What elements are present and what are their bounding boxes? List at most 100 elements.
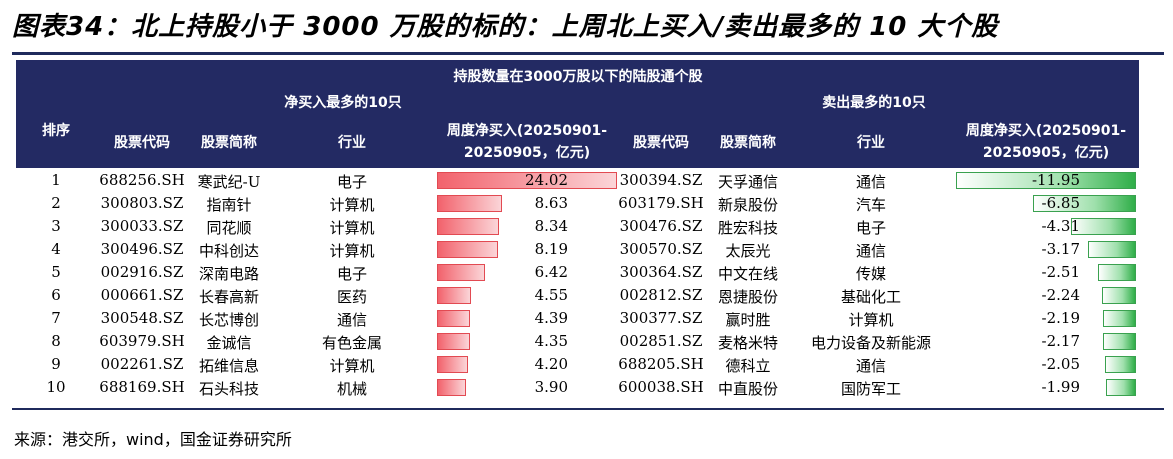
buy-name-cell: 石头科技 [198, 380, 260, 398]
buy-value-cell: 6.42 [534, 263, 568, 281]
sell-code-cell: 002812.SZ [619, 286, 703, 304]
sell-value-cell: -1.99 [1041, 378, 1080, 396]
sell-value-cell: -2.17 [1041, 332, 1080, 350]
buy-industry-cell: 计算机 [329, 242, 375, 260]
buy-code-cell: 688256.SH [99, 171, 185, 189]
sell-name-cell: 赢时胜 [725, 311, 771, 329]
buy-industry-cell: 电子 [336, 173, 368, 191]
header-buy-weekly: 周度净买入(20250901- 20250905，亿元) [446, 123, 608, 161]
sell-value-bar [1088, 241, 1136, 258]
sell-name-cell: 德科立 [725, 357, 771, 375]
sell-value-bar [1071, 218, 1136, 235]
header-sell-weekly: 周度净买入(20250901- 20250905，亿元) [965, 123, 1127, 161]
sell-code-cell: 300377.SZ [619, 309, 703, 327]
table-row: 3 300033.SZ 同花顺 计算机 8.34 300476.SZ 胜宏科技 电子 -4.31 [16, 215, 1139, 238]
buy-code-cell: 300548.SZ [100, 309, 184, 327]
sell-name-cell: 新泉股份 [717, 196, 779, 214]
sell-value-bar [1033, 195, 1136, 212]
sell-industry-cell: 通信 [855, 242, 887, 260]
sell-value-bar [1106, 379, 1136, 396]
sell-industry-cell: 国防军工 [840, 380, 902, 398]
header-buy-industry: 行业 [338, 135, 366, 151]
rank-cell: 2 [51, 194, 61, 212]
buy-industry-cell: 计算机 [329, 357, 375, 375]
buy-name-cell: 长春高新 [198, 288, 260, 306]
sell-code-cell: 300364.SZ [619, 263, 703, 281]
buy-value-bar [437, 333, 470, 350]
sell-value-cell: -2.05 [1041, 355, 1080, 373]
sell-value-bar [1102, 287, 1136, 304]
buy-code-cell: 603979.SH [99, 332, 185, 350]
sell-industry-cell: 通信 [855, 357, 887, 375]
sell-name-cell: 中文在线 [717, 265, 779, 283]
buy-value-bar [437, 172, 617, 189]
buy-value-cell: 8.34 [534, 217, 568, 235]
header-rank: 排序 [42, 123, 70, 139]
table-row: 10 688169.SH 石头科技 机械 3.90 600038.SH 中直股份 国防军工 -1… [16, 376, 1139, 399]
header-buy-name: 股票简称 [201, 135, 257, 151]
sell-industry-cell: 汽车 [855, 196, 887, 214]
buy-code-cell: 300496.SZ [100, 240, 184, 258]
table-row: 1 688256.SH 寒武纪-U 电子 24.02 300394.SZ 天孚通信 通信 -11… [16, 169, 1139, 192]
sell-code-cell: 300476.SZ [619, 217, 703, 235]
header-buy-code: 股票代码 [114, 135, 170, 151]
rank-cell: 1 [51, 171, 61, 189]
buy-industry-cell: 有色金属 [321, 334, 383, 352]
sell-value-cell: -6.85 [1041, 194, 1080, 212]
buy-value-bar [437, 218, 499, 235]
buy-industry-cell: 电子 [336, 265, 368, 283]
rank-cell: 8 [51, 332, 61, 350]
buy-value-cell: 24.02 [525, 171, 568, 189]
buy-industry-cell: 计算机 [329, 196, 375, 214]
buy-value-bar [437, 379, 466, 396]
sell-industry-cell: 通信 [855, 173, 887, 191]
sell-industry-cell: 电力设备及新能源 [810, 334, 932, 352]
buy-value-cell: 4.20 [534, 355, 568, 373]
buy-name-cell: 中科创达 [198, 242, 260, 260]
sell-value-cell: -2.51 [1041, 263, 1080, 281]
source-note: 来源：港交所，wind，国金证券研究所 [14, 430, 292, 449]
buy-value-cell: 4.35 [534, 332, 568, 350]
sell-value-cell: -4.31 [1041, 217, 1080, 235]
top-rule [12, 52, 1164, 55]
table-row: 7 300548.SZ 长芯博创 通信 4.39 300377.SZ 赢时胜 计算机 -2.19 [16, 307, 1139, 330]
rank-cell: 10 [46, 378, 66, 396]
buy-name-cell: 寒武纪-U [197, 173, 261, 191]
buy-value-cell: 8.63 [534, 194, 568, 212]
buy-code-cell: 300803.SZ [100, 194, 184, 212]
bottom-rule [12, 408, 1164, 410]
sell-value-bar [956, 172, 1136, 189]
sell-value-cell: -11.95 [1031, 171, 1080, 189]
sell-code-cell: 603179.SH [618, 194, 704, 212]
sell-industry-cell: 电子 [855, 219, 887, 237]
sell-name-cell: 太辰光 [725, 242, 771, 260]
table-row: 5 002916.SZ 深南电路 电子 6.42 300364.SZ 中文在线 传媒 -2.51 [16, 261, 1139, 284]
sell-value-bar [1103, 333, 1136, 350]
buy-industry-cell: 通信 [336, 311, 368, 329]
sell-name-cell: 天孚通信 [717, 173, 779, 191]
sell-value-cell: -3.17 [1041, 240, 1080, 258]
rank-cell: 4 [51, 240, 61, 258]
sell-value-cell: -2.19 [1041, 309, 1080, 327]
header-sell-industry: 行业 [857, 135, 885, 151]
buy-code-cell: 300033.SZ [100, 217, 184, 235]
buy-name-cell: 同花顺 [206, 219, 252, 237]
buy-code-cell: 688169.SH [99, 378, 185, 396]
sell-name-cell: 麦格米特 [717, 334, 779, 352]
rank-cell: 9 [51, 355, 61, 373]
table-row: 2 300803.SZ 指南针 计算机 8.63 603179.SH 新泉股份 汽车 -6.85 [16, 192, 1139, 215]
header-sell-code: 股票代码 [633, 135, 689, 151]
rank-cell: 5 [51, 263, 61, 281]
sell-value-bar [1103, 310, 1136, 327]
buy-name-cell: 拓维信息 [198, 357, 260, 375]
header-sell-name: 股票简称 [720, 135, 776, 151]
table-row: 9 002261.SZ 拓维信息 计算机 4.20 688205.SH 德科立 通信 -2.05 [16, 353, 1139, 376]
header-buy-group: 净买入最多的10只 [284, 95, 402, 111]
sell-code-cell: 300570.SZ [619, 240, 703, 258]
buy-value-bar [437, 310, 470, 327]
buy-value-bar [437, 356, 468, 373]
sell-name-cell: 中直股份 [717, 380, 779, 398]
sell-name-cell: 恩捷股份 [717, 288, 779, 306]
header-top-title: 持股数量在3000万股以下的陆股通个股 [453, 69, 703, 85]
buy-value-bar [437, 287, 471, 304]
